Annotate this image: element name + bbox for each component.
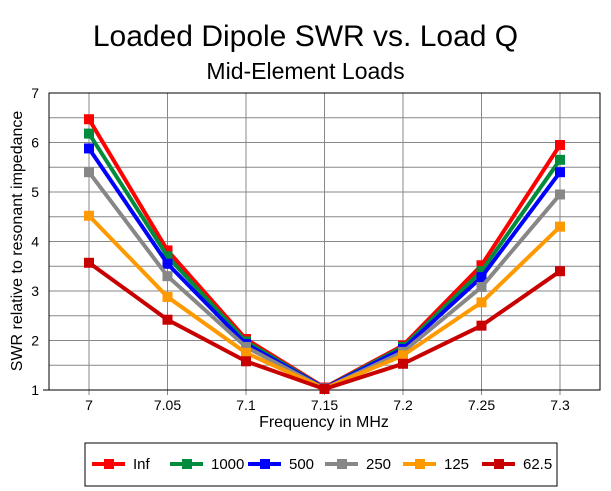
legend-item: 1000	[170, 456, 244, 473]
data-point	[84, 143, 94, 154]
data-point	[555, 221, 565, 232]
data-point	[398, 350, 408, 361]
legend-item: 62.5	[482, 456, 552, 473]
y-tick-label: 7	[31, 85, 39, 101]
data-point	[555, 154, 565, 165]
legend-item: Inf	[92, 456, 151, 473]
data-point	[162, 291, 173, 302]
data-point	[476, 282, 487, 293]
legend-label: Inf	[133, 456, 151, 473]
data-point	[84, 257, 94, 268]
legend: Inf 1000 500 250 125 62.5	[84, 442, 558, 487]
legend-swatch-marker	[494, 459, 504, 469]
data-point	[319, 384, 330, 395]
y-tick-label: 2	[31, 333, 39, 349]
data-point	[398, 358, 408, 369]
x-tick-label: 7	[85, 397, 93, 413]
data-point	[162, 251, 173, 262]
legend-swatch-marker	[337, 459, 347, 469]
data-point	[84, 167, 94, 178]
chart-title: Loaded Dipole SWR vs. Load Q	[92, 20, 519, 53]
data-point	[476, 272, 487, 283]
legend-box	[84, 442, 558, 487]
data-point	[555, 139, 565, 150]
legend-swatch-marker	[260, 459, 270, 469]
legend-label: 1000	[211, 456, 244, 473]
legend-swatch-marker	[182, 459, 192, 469]
data-point	[476, 297, 487, 308]
y-tick-label: 6	[31, 135, 39, 151]
data-point	[84, 128, 94, 139]
data-point	[476, 266, 487, 277]
y-tick-label: 4	[31, 234, 39, 250]
data-point	[555, 167, 565, 178]
data-point	[241, 356, 251, 367]
x-tick-label: 7.25	[468, 397, 495, 413]
data-point	[476, 260, 487, 271]
data-point	[162, 258, 173, 269]
legend-swatch-marker	[104, 459, 114, 469]
y-tick-label: 1	[31, 382, 39, 398]
data-point	[241, 347, 251, 358]
y-tick-label: 5	[31, 184, 39, 200]
chart-subtitle: Mid-Element Loads	[206, 58, 405, 84]
data-point	[162, 314, 173, 325]
legend-label: 125	[444, 456, 469, 473]
x-tick-label: 7.3	[550, 397, 570, 413]
x-tick-label: 7.05	[154, 397, 181, 413]
y-axis-label: SWR relative to resonant impedance	[9, 111, 26, 372]
data-point	[84, 114, 94, 125]
legend-item: 250	[325, 456, 391, 473]
data-point	[162, 245, 173, 256]
x-axis-label: Frequency in MHz	[259, 414, 389, 431]
legend-item: 500	[248, 456, 314, 473]
x-tick-label: 7.2	[393, 397, 413, 413]
data-point	[84, 210, 94, 221]
data-point	[241, 341, 251, 352]
series-62.5	[84, 257, 565, 395]
legend-label: 500	[289, 456, 314, 473]
data-point	[555, 266, 565, 277]
x-tick-label: 7.1	[236, 397, 256, 413]
legend-label: 62.5	[523, 456, 552, 473]
legend-label: 250	[366, 456, 391, 473]
legend-item: 125	[403, 456, 469, 473]
data-point	[555, 189, 565, 200]
data-point	[162, 271, 173, 282]
legend-swatch-marker	[415, 459, 425, 469]
data-point	[476, 320, 487, 331]
y-tick-label: 3	[31, 283, 39, 299]
x-tick-label: 7.15	[311, 397, 338, 413]
